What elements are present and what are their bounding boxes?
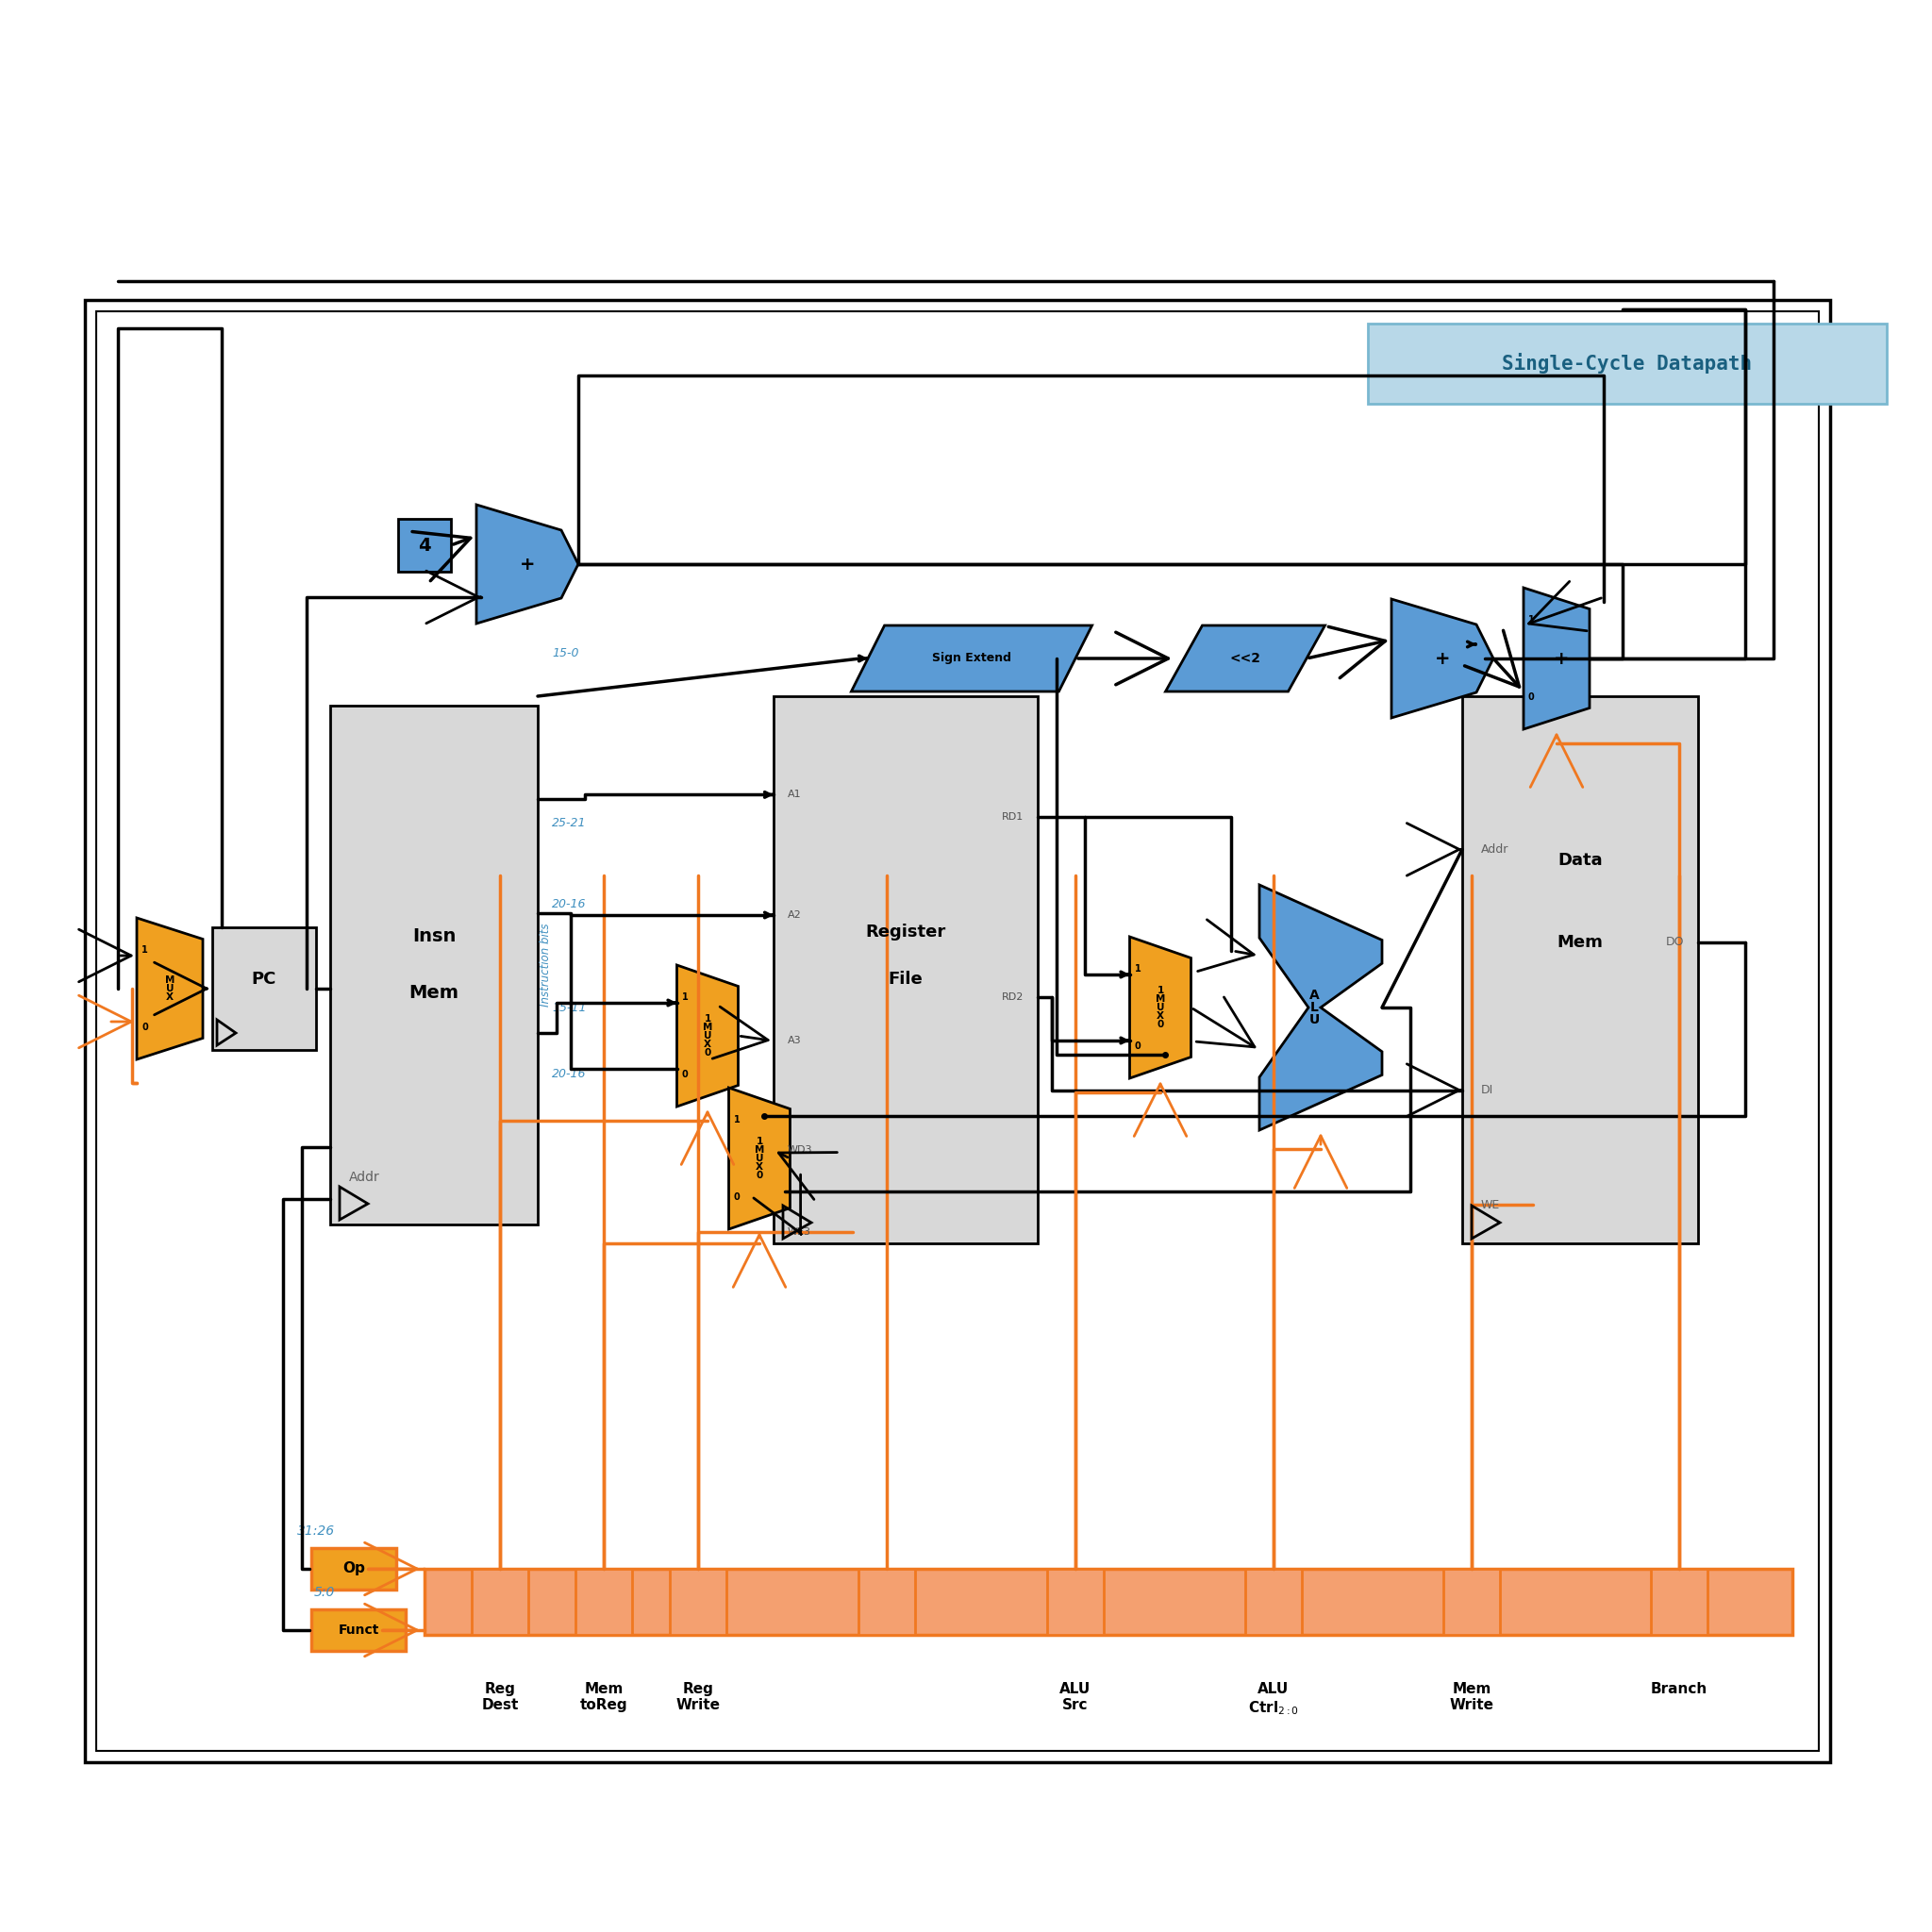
Text: Branch: Branch: [1650, 1683, 1708, 1696]
Text: File: File: [889, 970, 923, 987]
Text: Mem
Write: Mem Write: [1449, 1683, 1493, 1712]
Text: Mem
toReg: Mem toReg: [580, 1683, 628, 1712]
Text: 0: 0: [141, 1022, 149, 1032]
FancyBboxPatch shape: [425, 1569, 1793, 1634]
FancyBboxPatch shape: [85, 299, 1830, 1762]
Text: 1
M
U
X
0: 1 M U X 0: [1155, 985, 1165, 1030]
Text: Insn: Insn: [412, 927, 456, 947]
Text: Op: Op: [342, 1561, 365, 1577]
Polygon shape: [137, 918, 203, 1059]
Text: WE: WE: [1482, 1200, 1499, 1211]
Text: 4: 4: [417, 537, 431, 554]
Polygon shape: [676, 966, 738, 1107]
Text: 1: 1: [734, 1115, 740, 1124]
Polygon shape: [852, 626, 1092, 692]
Text: 1: 1: [1528, 614, 1534, 624]
Text: +: +: [1553, 649, 1569, 667]
Polygon shape: [1391, 599, 1493, 719]
Text: Reg
Dest: Reg Dest: [481, 1683, 518, 1712]
Text: A
L
U: A L U: [1310, 989, 1320, 1026]
Text: WE3: WE3: [788, 1227, 811, 1236]
FancyBboxPatch shape: [398, 520, 450, 572]
Text: RD1: RD1: [1001, 811, 1024, 821]
Text: 15-11: 15-11: [553, 1001, 585, 1014]
Text: Addr: Addr: [350, 1171, 381, 1184]
Text: Sign Extend: Sign Extend: [931, 653, 1010, 665]
Text: DO: DO: [1665, 937, 1685, 949]
Text: A2: A2: [788, 910, 802, 920]
FancyBboxPatch shape: [97, 311, 1818, 1750]
Text: DI: DI: [1482, 1084, 1493, 1095]
Polygon shape: [1260, 885, 1381, 1130]
Text: Reg
Write: Reg Write: [676, 1683, 721, 1712]
Text: Register: Register: [866, 923, 947, 941]
FancyBboxPatch shape: [576, 1569, 632, 1634]
FancyBboxPatch shape: [1443, 1569, 1499, 1634]
Text: +: +: [1435, 649, 1451, 667]
Text: 1: 1: [141, 945, 149, 954]
Text: 1
M
U
X
0: 1 M U X 0: [755, 1136, 765, 1180]
FancyBboxPatch shape: [1463, 696, 1698, 1244]
Text: Single-Cycle Datapath: Single-Cycle Datapath: [1503, 354, 1752, 375]
Text: ALU
Ctrl$_{2:0}$: ALU Ctrl$_{2:0}$: [1248, 1683, 1298, 1716]
Text: A1: A1: [788, 790, 802, 800]
Text: A3: A3: [788, 1036, 802, 1045]
Text: 1
M
U
X
0: 1 M U X 0: [703, 1014, 713, 1059]
FancyBboxPatch shape: [311, 1548, 396, 1590]
Text: 15-0: 15-0: [553, 647, 580, 661]
FancyBboxPatch shape: [471, 1569, 527, 1634]
Text: 25-21: 25-21: [553, 817, 585, 829]
Text: +: +: [520, 554, 535, 574]
Text: Funct: Funct: [338, 1623, 379, 1636]
Text: 1: 1: [1134, 964, 1140, 974]
Polygon shape: [477, 504, 578, 624]
Polygon shape: [1524, 587, 1590, 728]
Text: Instruction bits: Instruction bits: [539, 923, 551, 1007]
FancyBboxPatch shape: [1047, 1569, 1103, 1634]
Text: M
U
X: M U X: [164, 976, 174, 1003]
Text: WD3: WD3: [788, 1146, 813, 1155]
Text: Mem: Mem: [410, 985, 460, 1003]
Text: 31:26: 31:26: [298, 1524, 334, 1538]
FancyBboxPatch shape: [1368, 323, 1888, 404]
Polygon shape: [728, 1088, 790, 1229]
FancyBboxPatch shape: [858, 1569, 916, 1634]
Text: Addr: Addr: [1482, 842, 1509, 856]
Text: 0: 0: [682, 1070, 688, 1080]
FancyBboxPatch shape: [1650, 1569, 1708, 1634]
FancyBboxPatch shape: [311, 1609, 406, 1650]
FancyBboxPatch shape: [1246, 1569, 1302, 1634]
FancyBboxPatch shape: [330, 705, 537, 1225]
Polygon shape: [1165, 626, 1325, 692]
Text: 20-16: 20-16: [553, 898, 585, 910]
Text: Data: Data: [1557, 852, 1602, 869]
Text: 0: 0: [1528, 694, 1534, 701]
FancyBboxPatch shape: [1368, 323, 1888, 404]
Text: ALU
Src: ALU Src: [1061, 1683, 1092, 1712]
Polygon shape: [1130, 937, 1190, 1078]
Text: 0: 0: [1134, 1041, 1140, 1051]
FancyBboxPatch shape: [773, 696, 1037, 1244]
Text: 0: 0: [734, 1192, 740, 1202]
FancyBboxPatch shape: [670, 1569, 726, 1634]
Text: <<2: <<2: [1229, 651, 1262, 665]
Text: 1: 1: [682, 993, 688, 1001]
Text: PC: PC: [251, 970, 276, 987]
Text: 20-16: 20-16: [553, 1066, 585, 1080]
Text: 5:0: 5:0: [313, 1586, 334, 1600]
FancyBboxPatch shape: [213, 927, 317, 1049]
Text: Mem: Mem: [1557, 933, 1604, 951]
Text: RD2: RD2: [1001, 993, 1024, 1003]
